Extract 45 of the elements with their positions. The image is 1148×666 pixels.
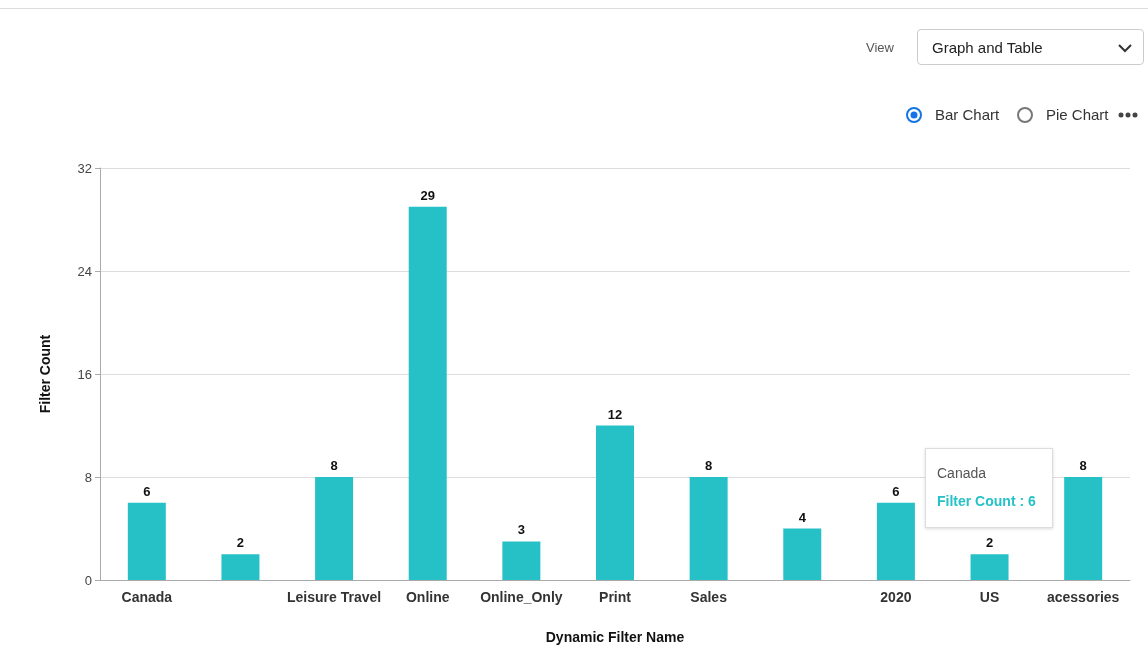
y-tick-label: 24 xyxy=(77,263,92,279)
bar xyxy=(127,502,166,580)
data-label: 8 xyxy=(705,458,713,473)
x-tick-label: Canada xyxy=(121,589,173,605)
x-tick-label: Print xyxy=(599,589,632,605)
text: Graph and Table xyxy=(932,39,1043,56)
data-label: 6 xyxy=(143,483,151,499)
data-label: 6 xyxy=(892,483,900,499)
x-tick-label: Leisure Travel xyxy=(287,589,382,605)
bar xyxy=(1064,477,1103,580)
text: View xyxy=(866,40,894,55)
data-label: 29 xyxy=(420,187,435,203)
bar xyxy=(315,477,354,580)
x-tick-label: 2020 xyxy=(880,589,912,605)
bar xyxy=(502,541,541,580)
data-label: 2 xyxy=(985,535,994,551)
annotation: Canada xyxy=(937,465,987,481)
x-tick-label: acessories xyxy=(1046,589,1120,605)
tooltip-box: Canada Filter Count : 6 xyxy=(925,448,1053,528)
bar xyxy=(408,206,447,580)
y-axis-title: Filter Count xyxy=(37,334,53,414)
bar xyxy=(221,554,260,580)
annotation: Filter Count : 6 xyxy=(937,493,1036,509)
data-label: 4 xyxy=(798,509,807,525)
y-tick-label: 0 xyxy=(84,572,92,588)
bar xyxy=(783,528,822,580)
text: Bar Chart xyxy=(935,106,1000,123)
x-tick-label: US xyxy=(979,589,1000,605)
data-label: 8 xyxy=(330,458,338,473)
x-axis-title: Dynamic Filter Name xyxy=(545,629,685,645)
y-tick-label: 16 xyxy=(77,366,92,382)
bar xyxy=(876,502,915,580)
x-tick-label: Sales xyxy=(690,589,728,605)
data-label: 2 xyxy=(236,535,245,551)
text: Pie Chart xyxy=(1046,106,1109,123)
bar xyxy=(970,554,1009,580)
data-label: 3 xyxy=(517,522,525,538)
data-label: 12 xyxy=(607,406,623,422)
bar xyxy=(689,477,728,580)
bar xyxy=(596,425,634,580)
y-tick-label: 8 xyxy=(84,469,92,485)
data-label: 8 xyxy=(1079,458,1087,473)
x-tick-label: Online xyxy=(405,589,450,605)
y-tick-label: 32 xyxy=(77,160,92,176)
x-tick-label: Online_Only xyxy=(480,589,563,605)
